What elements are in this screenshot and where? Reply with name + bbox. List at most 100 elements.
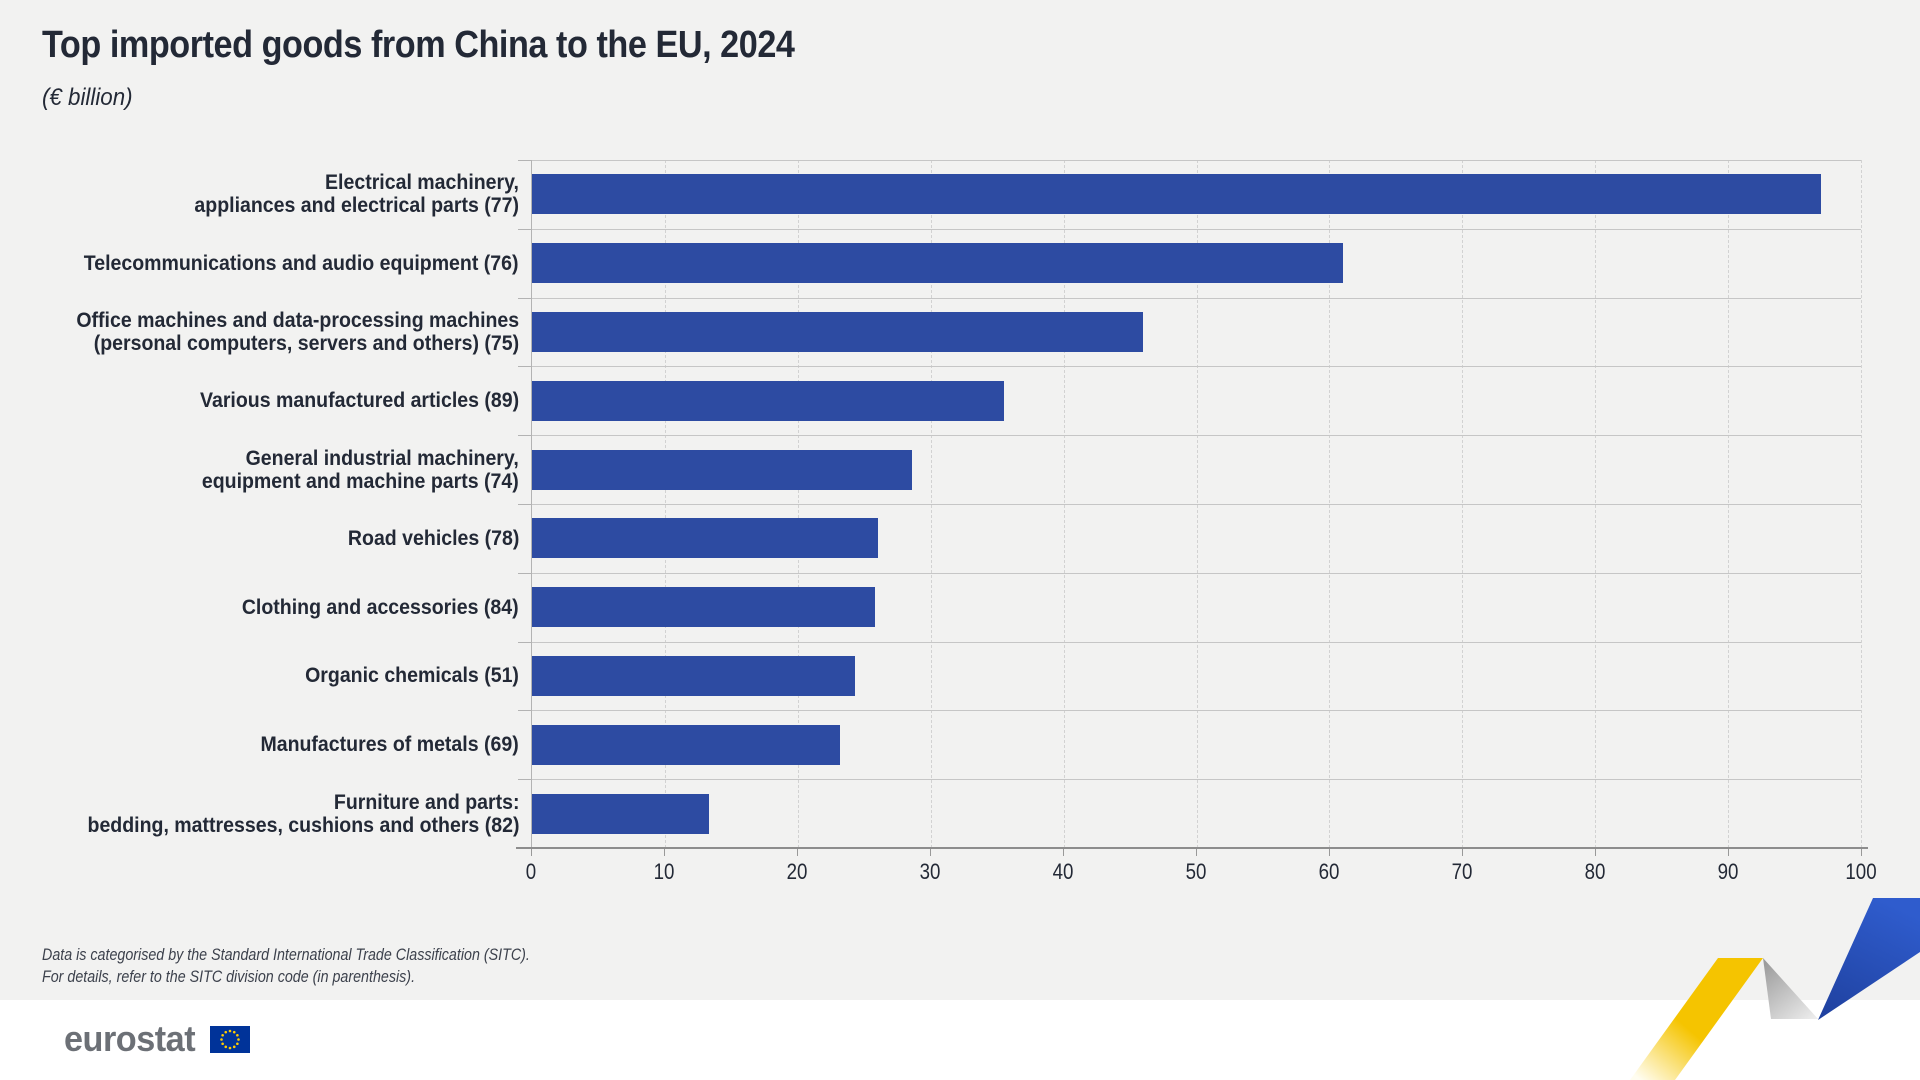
x-ticklabel-60: 60 [1318, 859, 1340, 884]
eu-flag-star [236, 1033, 239, 1037]
row-separator [532, 572, 1861, 574]
category-label: General industrial machinery, equipment a… [0, 435, 519, 504]
eu-flag-star [232, 1045, 236, 1048]
bar-4 [532, 380, 1004, 421]
x-ticklabel-0: 0 [525, 859, 537, 884]
category-label: Furniture and parts: bedding, mattresses,… [0, 779, 519, 848]
y-axis-tick [518, 504, 532, 505]
category-label-text: Furniture and parts: bedding, mattresses,… [87, 790, 519, 837]
x-ticklabel-30: 30 [919, 859, 941, 884]
row-separator [532, 779, 1861, 781]
category-label-column: Electrical machinery, appliances and elec… [0, 160, 519, 848]
bar-2 [532, 243, 1343, 284]
zigzag-gray-fold [1763, 958, 1818, 1019]
eu-flag-star [237, 1037, 240, 1041]
x-tickmark-100 [1861, 849, 1862, 856]
x-ticklabel-40: 40 [1052, 859, 1074, 884]
category-label-text: Various manufactured articles (89) [199, 389, 519, 413]
eu-flag-star [224, 1045, 228, 1048]
x-tickmark-80 [1595, 849, 1596, 856]
bar-7 [532, 587, 875, 628]
eu-flag-star [220, 1037, 223, 1041]
chart-unit-subtitle: (€ billion) [42, 84, 133, 111]
gridline-100 [1861, 160, 1862, 848]
row-separator [532, 297, 1861, 299]
row-separator [532, 366, 1861, 368]
category-label-text: Manufactures of metals (69) [260, 733, 519, 757]
category-label-text: Clothing and accessories (84) [242, 595, 519, 619]
eu-flag-icon [210, 1025, 251, 1053]
bar-10 [532, 793, 709, 834]
eurostat-logo: eurostat [64, 1018, 251, 1060]
category-label: Clothing and accessories (84) [0, 573, 519, 642]
bar-8 [532, 656, 855, 696]
category-label: Various manufactured articles (89) [0, 366, 519, 435]
zigzag-blue-stroke [1818, 898, 1920, 1020]
zigzag-yellow-stroke [1630, 958, 1763, 1080]
category-label-text: Electrical machinery, appliances and elec… [194, 171, 519, 218]
row-separator [532, 641, 1861, 643]
eu-flag-star [228, 1046, 232, 1049]
plot-area [518, 160, 1862, 848]
row-separator [532, 160, 1861, 161]
x-axis: 0 10 20 30 40 50 60 70 80 90 100 [526, 849, 1877, 894]
row-separator [532, 504, 1861, 505]
x-ticklabel-90: 90 [1717, 859, 1739, 884]
y-axis-tick [518, 710, 532, 712]
y-axis-tick [518, 228, 532, 230]
row-separator [532, 435, 1861, 437]
category-label: Manufactures of metals (69) [0, 710, 519, 779]
x-ticklabel-100: 100 [1845, 859, 1877, 884]
eu-flag-star [236, 1041, 239, 1045]
x-tickmark-0 [531, 849, 532, 856]
eu-flag-star [224, 1030, 228, 1033]
y-axis-tick [518, 366, 532, 368]
bar-1 [532, 174, 1822, 215]
category-label: Telecommunications and audio equipment (… [0, 229, 519, 298]
y-axis-tick [518, 435, 532, 437]
x-tickmark-10 [664, 849, 665, 856]
footer-strip [0, 1000, 1920, 1080]
eurostat-logo-text: eurostat [64, 1018, 196, 1059]
bar-5 [532, 449, 913, 490]
x-ticklabel-80: 80 [1584, 859, 1606, 884]
row-separator [532, 710, 1861, 712]
footnote: Data is categorised by the Standard Inte… [42, 944, 623, 988]
footnote-line-2: For details, refer to the SITC division … [42, 967, 416, 986]
category-label: Office machines and data-processing mach… [0, 298, 519, 367]
footnote-line-1: Data is categorised by the Standard Inte… [42, 945, 530, 964]
x-ticklabel-10: 10 [653, 859, 675, 884]
row-separator [532, 228, 1861, 230]
eu-flag-star [228, 1029, 232, 1032]
page-title: Top imported goods from China to the EU,… [42, 24, 795, 66]
y-axis-tick [518, 160, 532, 161]
category-label: Electrical machinery, appliances and elec… [0, 160, 519, 229]
category-label-text: Office machines and data-processing mach… [76, 308, 520, 355]
category-label-text: General industrial machinery, equipment a… [202, 446, 520, 493]
y-axis-tick [518, 572, 532, 574]
x-tickmark-90 [1728, 849, 1729, 856]
eu-flag-star [221, 1041, 224, 1045]
x-tickmark-30 [930, 849, 931, 856]
bar-3 [532, 312, 1144, 352]
bar-6 [532, 518, 878, 559]
category-label-text: Organic chemicals (51) [305, 664, 519, 688]
bar-9 [532, 724, 841, 765]
category-label: Organic chemicals (51) [0, 642, 519, 711]
category-label-text: Telecommunications and audio equipment (… [84, 251, 519, 275]
x-tickmark-50 [1196, 849, 1197, 856]
eu-flag-star [221, 1033, 224, 1037]
category-label-text: Road vehicles (78) [347, 526, 519, 550]
x-tickmark-40 [1063, 849, 1064, 856]
x-ticklabel-70: 70 [1451, 859, 1473, 884]
y-axis-tick [518, 779, 532, 781]
y-axis-tick [518, 641, 532, 643]
x-axis-line [516, 847, 1868, 849]
x-tickmark-20 [797, 849, 798, 856]
x-ticklabel-20: 20 [786, 859, 808, 884]
category-label: Road vehicles (78) [0, 504, 519, 573]
x-tickmark-60 [1329, 849, 1330, 856]
x-ticklabel-50: 50 [1185, 859, 1207, 884]
x-tickmark-70 [1462, 849, 1463, 856]
